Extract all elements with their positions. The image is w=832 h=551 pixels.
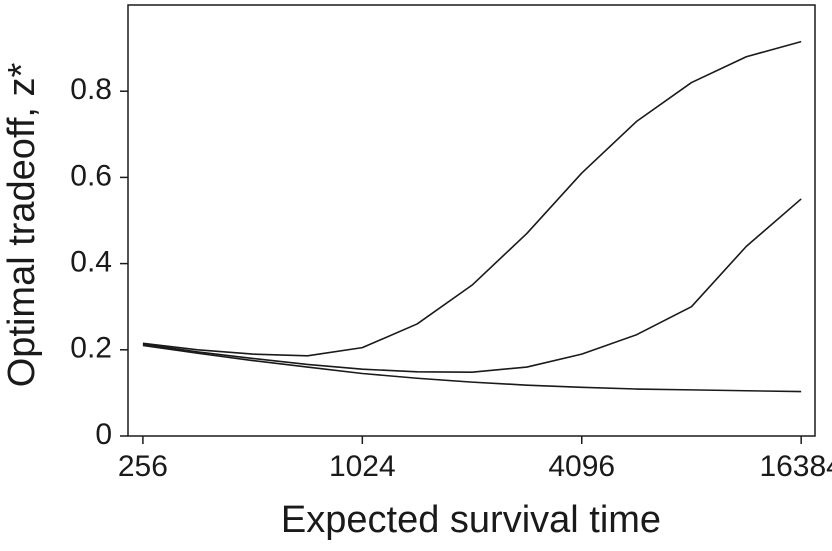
y-axis-label: Optimal tradeoff, z* <box>1 63 43 388</box>
x-tick-label: 1024 <box>329 450 396 483</box>
series-line <box>142 198 802 374</box>
y-tick-label: 0.6 <box>70 159 112 192</box>
series-line <box>142 40 802 357</box>
x-tick-label: 256 <box>118 450 168 483</box>
plot-frame <box>127 4 816 437</box>
y-tick-label: 0.2 <box>70 332 112 365</box>
x-tick-label: 16384 <box>759 450 832 483</box>
y-tick-label: 0.4 <box>70 246 112 279</box>
y-tick-label: 0 <box>95 418 112 451</box>
x-tick-label: 4096 <box>548 450 615 483</box>
x-axis-label: Expected survival time <box>281 499 661 541</box>
y-tick-label: 0.8 <box>70 73 112 106</box>
series-line <box>142 344 802 393</box>
